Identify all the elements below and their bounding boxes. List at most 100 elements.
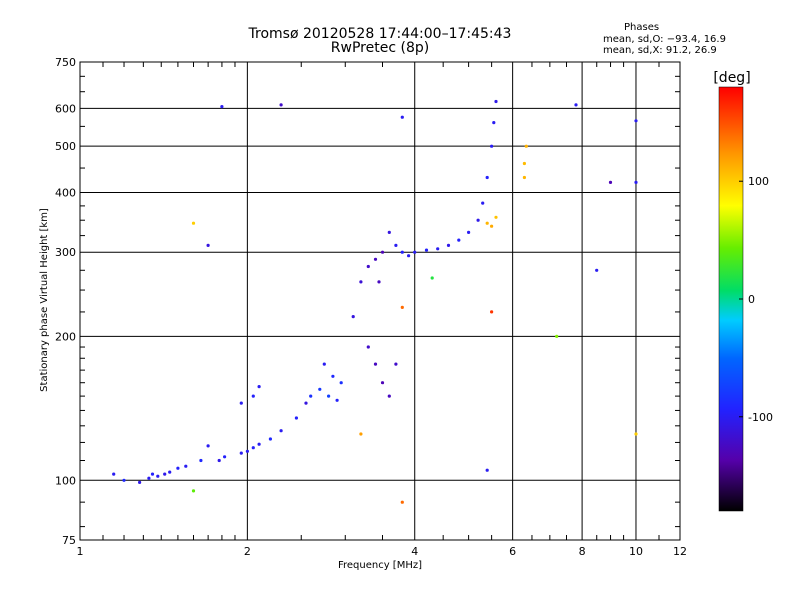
data-point <box>318 387 322 391</box>
data-point <box>206 243 210 247</box>
data-point <box>634 119 638 123</box>
y-tick-label: 75 <box>62 534 76 547</box>
grid <box>80 62 680 540</box>
data-point <box>424 248 429 252</box>
data-point <box>373 257 378 261</box>
data-point <box>322 362 326 366</box>
data-point <box>150 472 155 476</box>
data-point <box>163 472 167 476</box>
x-tick-label: 12 <box>673 545 687 558</box>
data-point <box>574 103 578 107</box>
data-point <box>490 310 494 314</box>
data-point <box>309 394 313 398</box>
data-point <box>436 247 440 251</box>
x-axis-label: Frequency [MHz] <box>338 560 422 571</box>
phases-line-x: mean, sd,X: 91.2, 26.9 <box>603 45 717 56</box>
data-point <box>400 250 404 254</box>
x-tick-label: 4 <box>411 545 418 558</box>
data-point <box>634 180 638 184</box>
data-point <box>494 215 498 219</box>
y-tick-label: 500 <box>55 140 76 153</box>
data-point <box>191 221 196 225</box>
data-point <box>387 394 391 398</box>
data-point <box>400 500 404 504</box>
data-point <box>400 115 404 119</box>
data-point <box>335 398 339 402</box>
data-point <box>199 458 203 463</box>
chart-title: Tromsø 20120528 17:44:00–17:45:43 <box>248 26 512 42</box>
x-tick-label: 10 <box>629 545 643 558</box>
y-axis: 75 100 200 300 400 500 600 750 <box>55 56 680 547</box>
data-point <box>366 345 370 349</box>
data-point <box>351 315 355 319</box>
y-tick-label: 400 <box>55 186 76 199</box>
data-point <box>239 451 243 455</box>
colorbar-axis: 100 0 -100 <box>739 175 773 424</box>
data-point <box>220 105 224 109</box>
data-point <box>359 432 363 436</box>
data-point <box>387 230 391 234</box>
y-tick-label: 750 <box>55 56 76 69</box>
data-point <box>373 362 378 366</box>
data-point <box>217 458 221 463</box>
data-point <box>555 334 559 338</box>
data-point <box>294 416 298 420</box>
data-point <box>122 478 126 482</box>
y-tick-label: 200 <box>55 330 76 343</box>
data-point <box>257 385 261 389</box>
data-point <box>304 401 308 405</box>
data-point <box>394 362 398 366</box>
data-point <box>191 489 196 493</box>
y-tick-label: 100 <box>55 474 76 487</box>
data-point <box>485 468 489 472</box>
data-point <box>327 394 331 398</box>
x-tick-label: 2 <box>244 545 251 558</box>
y-tick-label: 300 <box>55 246 76 259</box>
data-point <box>476 218 480 222</box>
data-point <box>251 446 255 450</box>
data-point <box>331 374 335 378</box>
data-point <box>239 401 243 405</box>
data-points <box>112 99 638 504</box>
colorbar-tick-label: 100 <box>748 175 769 188</box>
y-axis-label: Stationary phase Virtual Height [km] <box>39 208 50 392</box>
data-point <box>339 381 343 385</box>
data-point <box>522 175 527 180</box>
data-point <box>184 464 188 468</box>
x-tick-label: 8 <box>579 545 586 558</box>
data-point <box>430 276 434 280</box>
data-point <box>394 243 398 247</box>
data-point <box>268 437 272 441</box>
data-point <box>279 429 283 433</box>
y-tick-label: 600 <box>55 102 76 115</box>
data-point <box>168 470 172 474</box>
data-point <box>245 449 249 453</box>
x-tick-label: 6 <box>509 545 516 558</box>
data-point <box>251 394 255 398</box>
data-point <box>176 466 180 470</box>
x-axis: 1 2 4 6 8 10 12 <box>77 62 687 558</box>
data-point <box>147 476 151 480</box>
data-point <box>634 432 638 436</box>
data-point <box>223 455 227 459</box>
data-point <box>366 264 370 269</box>
data-point <box>446 243 451 247</box>
data-point <box>400 305 404 309</box>
chart-subtitle: RwPretec (8p) <box>330 40 430 56</box>
colorbar-tick-label: 0 <box>748 293 755 306</box>
data-point <box>494 99 498 104</box>
data-point <box>413 250 417 254</box>
data-point <box>407 254 411 258</box>
data-point <box>377 280 381 284</box>
data-point <box>524 144 528 148</box>
data-point <box>492 121 496 125</box>
data-point <box>485 175 489 180</box>
data-point <box>595 268 599 272</box>
data-point <box>359 280 363 284</box>
data-point <box>206 444 210 448</box>
data-point <box>457 238 461 242</box>
colorbar-label: [deg] <box>713 70 750 86</box>
data-point <box>522 161 527 166</box>
data-point <box>138 480 142 484</box>
data-point <box>380 250 385 254</box>
